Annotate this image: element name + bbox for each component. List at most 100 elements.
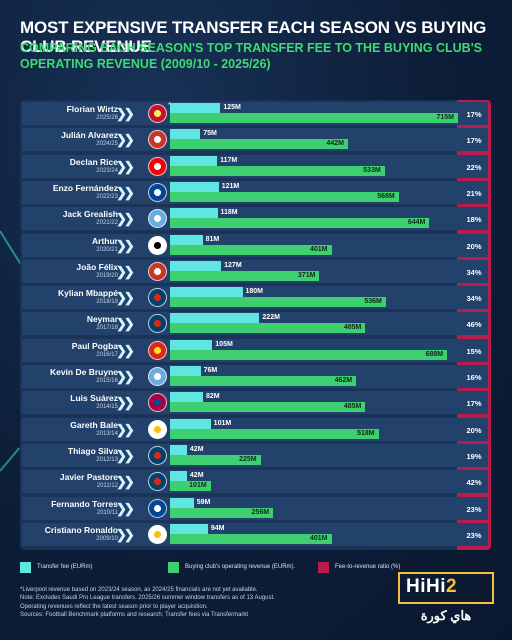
player-label: Gareth Bale 2013/14 [0, 420, 118, 438]
revenue-bar [170, 402, 366, 412]
player-season: 2010/11 [96, 510, 118, 516]
fee-value-label: 94M [210, 525, 225, 532]
player-season: 2013/14 [96, 431, 118, 437]
atletico-madrid-crest-icon [148, 130, 167, 149]
double-arrow-icon: ❯❯ [116, 211, 135, 226]
fee-bar [170, 471, 187, 481]
ratio-value: 20% [466, 242, 482, 251]
ratio-value: 23% [466, 531, 482, 540]
player-label: Jack Grealish 2021/22 [0, 209, 118, 227]
fee-value-label: 101M [213, 420, 232, 427]
player-name: Enzo Fernández [52, 183, 118, 193]
revenue-bar [170, 139, 349, 149]
double-arrow-icon: ❯❯ [116, 132, 135, 147]
footnote-line: Note: Excludes Saudi Pro League transfer… [20, 595, 275, 602]
revenue-value-label: 401M [309, 535, 328, 542]
fee-bar [170, 498, 194, 508]
atletico-madrid-crest-icon [148, 262, 167, 281]
fee-bar [170, 129, 201, 139]
player-label: Fernando Torres 2010/11 [0, 499, 118, 517]
player-season: 2025/26 [96, 115, 118, 121]
legend-ratio-swatch [318, 562, 329, 573]
ratio-value: 20% [466, 426, 482, 435]
revenue-bar [170, 166, 385, 176]
player-name: Gareth Bale [70, 420, 118, 430]
player-season: 2011/12 [96, 483, 118, 489]
double-arrow-icon: ❯❯ [116, 474, 135, 489]
player-name: Kylian Mbappé [58, 288, 118, 298]
player-season: 2016/17 [96, 352, 118, 358]
player-season: 2009/10 [96, 536, 118, 542]
double-arrow-icon: ❯❯ [116, 422, 135, 437]
logo-latin-a: HiHi [406, 576, 446, 597]
fee-bar [170, 182, 219, 192]
manchester-city-crest-icon [148, 209, 167, 228]
ratio-value: 23% [466, 505, 482, 514]
double-arrow-icon: ❯❯ [116, 316, 135, 331]
revenue-bar [170, 271, 320, 281]
player-name: Neymar [86, 314, 118, 324]
double-arrow-icon: ❯❯ [116, 395, 135, 410]
fee-value-label: 76M [203, 367, 218, 374]
legend-fee-swatch [20, 562, 31, 573]
fee-value-label: 59M [196, 499, 211, 506]
revenue-bar [170, 113, 458, 123]
fee-value-label: 117M [220, 157, 238, 164]
revenue-value-label: 485M [343, 403, 362, 410]
double-arrow-icon: ❯❯ [116, 369, 135, 384]
player-label: Neymar 2017/18 [0, 314, 118, 332]
fee-bar [170, 419, 211, 429]
player-name: Cristiano Ronaldo [44, 525, 118, 535]
player-label: Julián Alvarez 2024/25 [0, 130, 118, 148]
chart-title: MOST EXPENSIVE TRANSFER EACH SEASON VS B… [20, 18, 487, 56]
revenue-value-label: 256M [251, 509, 270, 516]
player-season: 2024/25 [96, 141, 118, 147]
revenue-value-label: 462M [334, 377, 353, 384]
player-season: 2014/15 [96, 404, 118, 410]
fee-bar [170, 366, 201, 376]
ratio-value: 42% [466, 478, 482, 487]
revenue-value-label: 225M [239, 456, 257, 463]
revenue-value-label: 371M [297, 272, 316, 279]
revenue-bar [170, 534, 332, 544]
player-name: Fernando Torres [51, 499, 118, 509]
fee-value-label: 127M [224, 262, 242, 269]
player-season: 2020/21 [96, 247, 118, 253]
player-label: Kylian Mbappé 2018/19 [0, 288, 118, 306]
footnotes: *Liverpool revenue based on 2023/24 seas… [20, 586, 390, 620]
player-season: 2012/13 [96, 457, 118, 463]
revenue-value-label: 536M [364, 298, 382, 305]
revenue-value-label: 401M [309, 246, 328, 253]
player-label: Enzo Fernández 2022/23 [0, 183, 118, 201]
revenue-bar [170, 376, 357, 386]
player-name: Florian Wirtz [66, 104, 118, 114]
revenue-value-label: 568M [377, 193, 395, 200]
fee-bar [170, 524, 208, 534]
player-name: Kevin De Bruyne [49, 367, 118, 377]
player-name: Javier Pastore [59, 472, 118, 482]
revenue-value-label: 518M [357, 430, 375, 437]
fee-bar [170, 235, 203, 245]
fee-bar [170, 313, 260, 323]
player-season: 2022/23 [96, 194, 118, 200]
player-name: Julián Alvarez [61, 130, 118, 140]
legend-fee-label: Transfer fee (EURm) [37, 564, 93, 570]
ratio-value: 21% [466, 189, 482, 198]
ratio-value: 15% [466, 347, 482, 356]
revenue-bar [170, 297, 386, 307]
fee-bar [170, 287, 243, 297]
fee-value-label: 121M [221, 183, 240, 190]
player-season: 2015/16 [96, 378, 118, 384]
double-arrow-icon: ❯❯ [116, 501, 135, 516]
player-season: 2023/24 [96, 168, 118, 174]
manchester-united-crest-icon [148, 341, 167, 360]
player-name: Declan Rice [69, 157, 118, 167]
player-label: Paul Pogba 2016/17 [0, 341, 118, 359]
player-name: Paul Pogba [71, 341, 118, 351]
fee-value-label: 105M [215, 341, 233, 348]
legend-revenue-swatch [168, 562, 179, 573]
psg-crest-icon [148, 288, 167, 307]
revenue-value-label: 101M [189, 482, 207, 489]
manchester-city-crest-icon [148, 367, 167, 386]
player-season: 2017/18 [96, 325, 118, 331]
